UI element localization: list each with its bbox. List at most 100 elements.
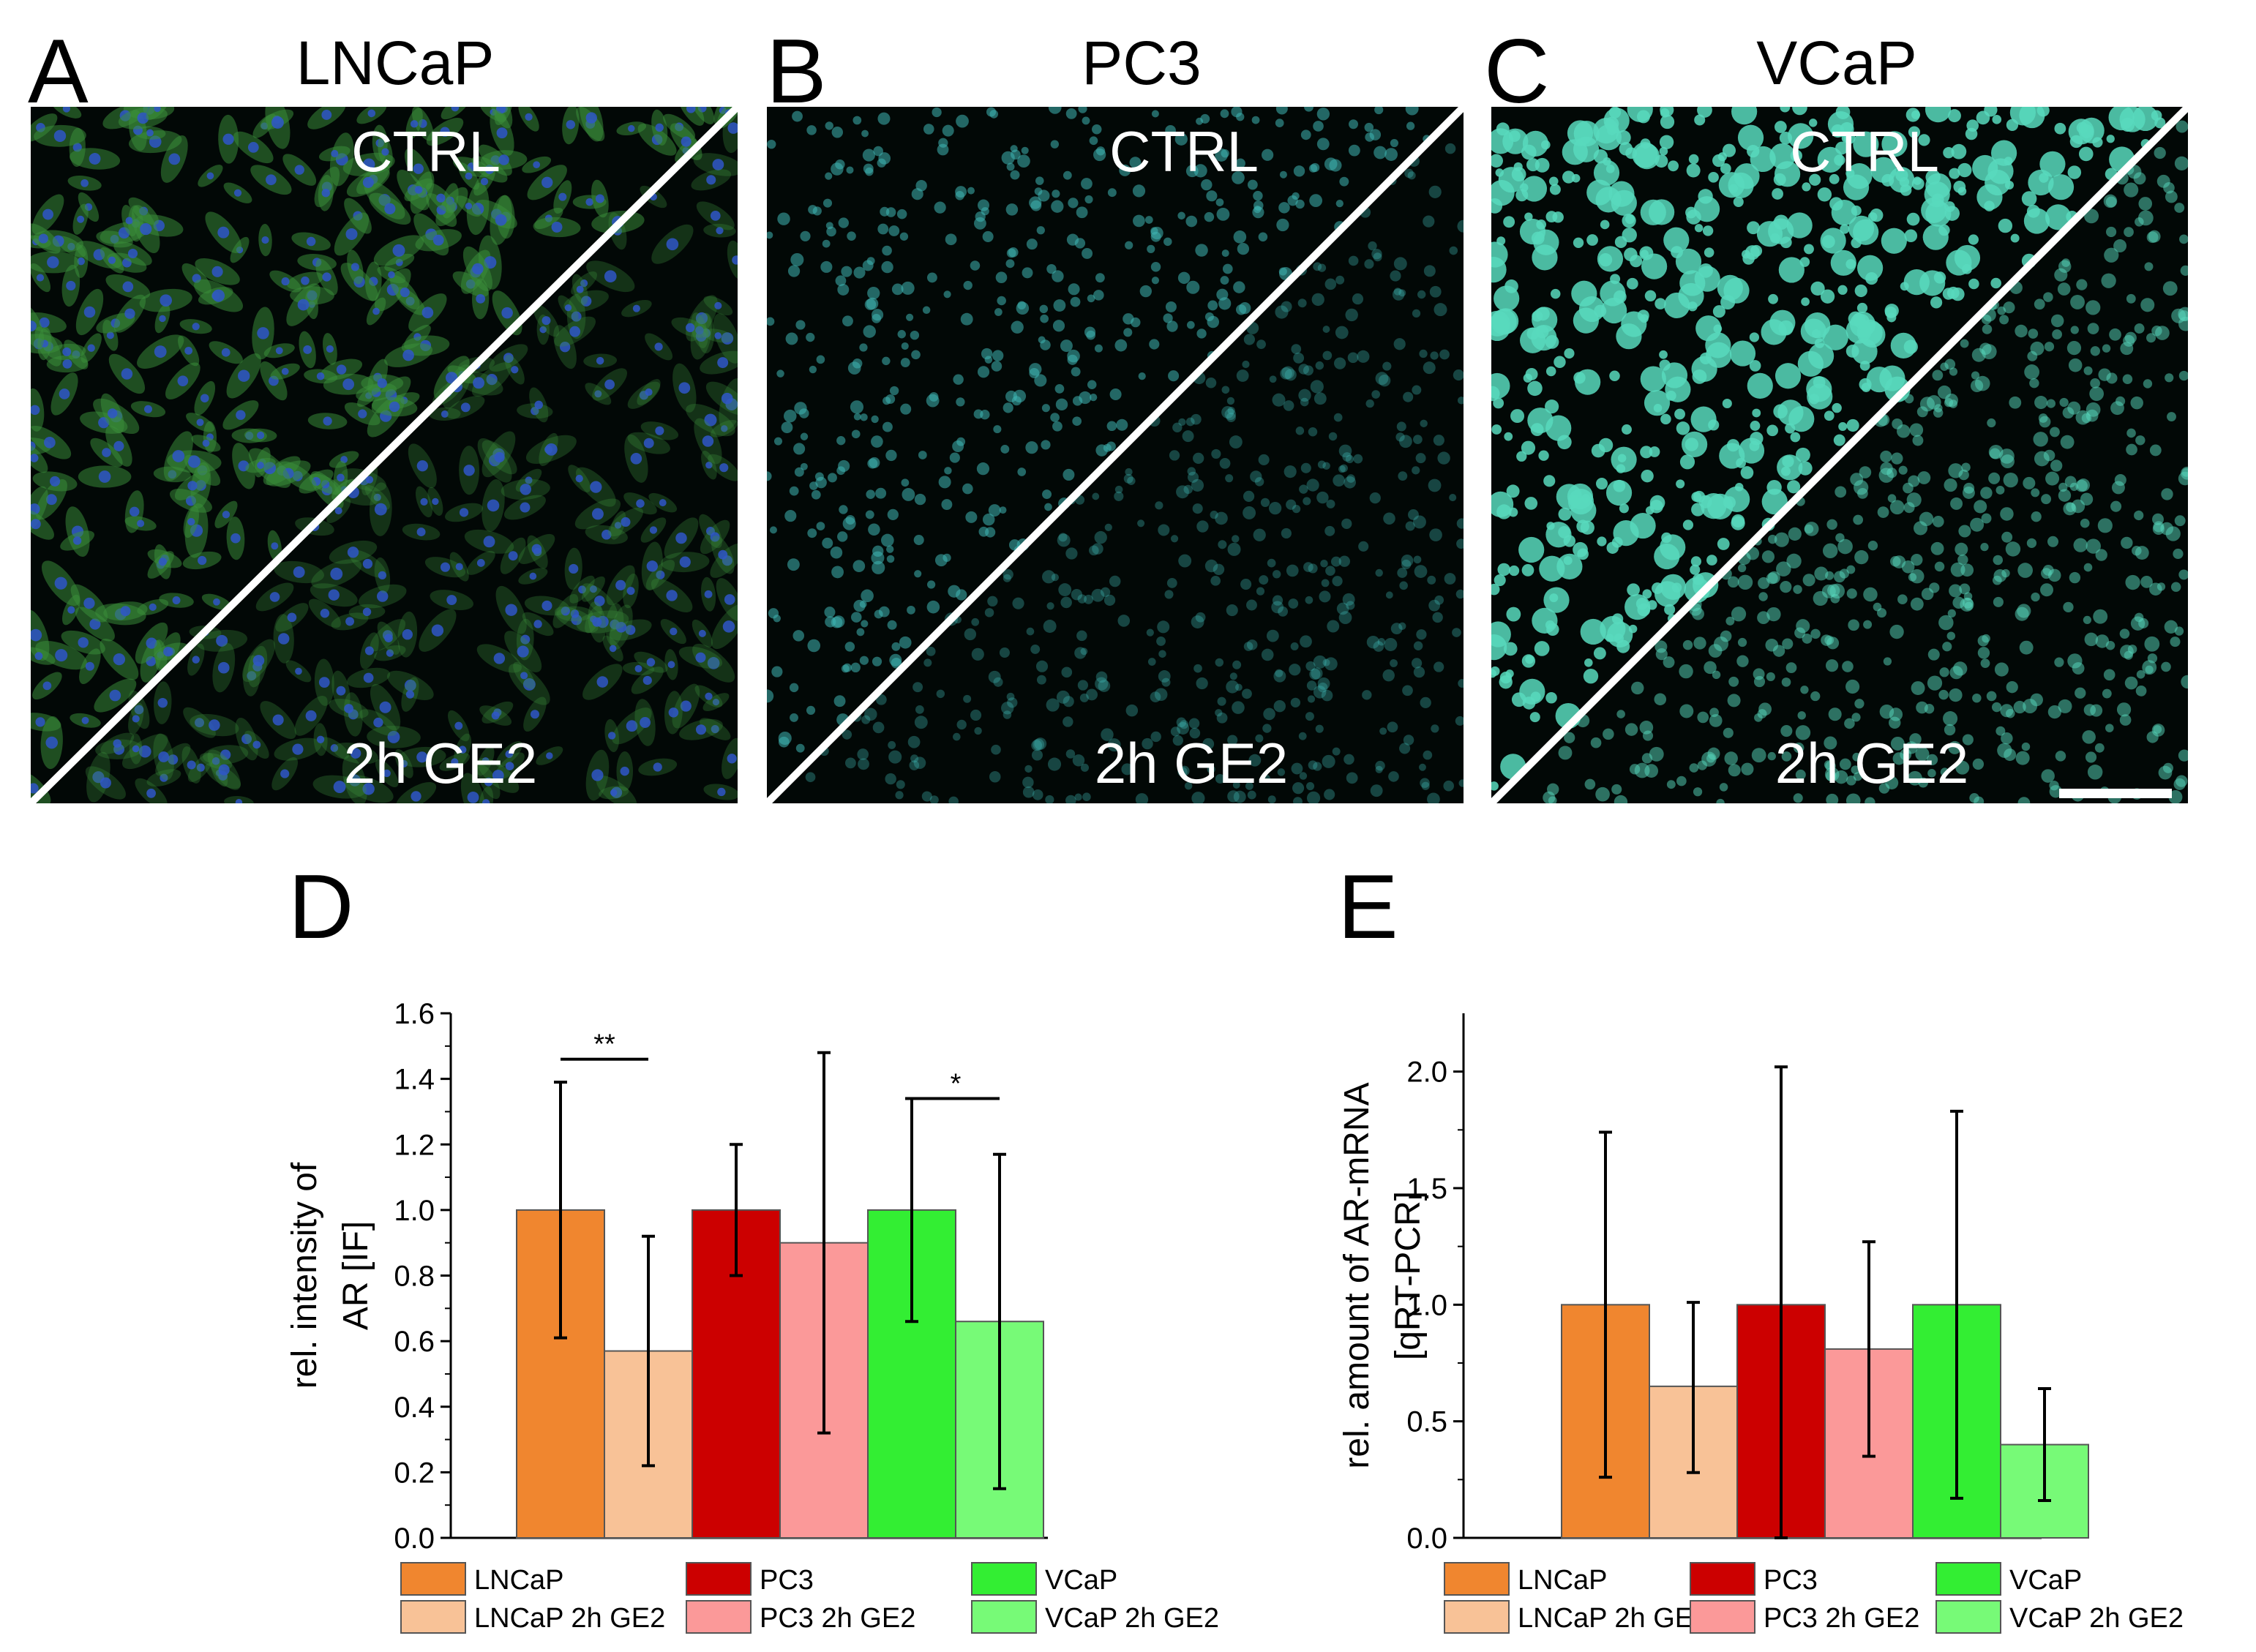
cell bbox=[1300, 129, 1311, 140]
cell bbox=[1944, 201, 1955, 212]
cell bbox=[2086, 402, 2101, 417]
cell bbox=[1586, 179, 1613, 206]
nucleus bbox=[714, 332, 722, 339]
cell bbox=[1289, 664, 1301, 676]
nucleus bbox=[460, 402, 471, 413]
cell bbox=[1165, 125, 1176, 136]
cell bbox=[2149, 444, 2162, 457]
nucleus bbox=[158, 557, 167, 566]
cell bbox=[910, 330, 920, 340]
cell bbox=[1802, 182, 1811, 192]
cell bbox=[1358, 541, 1369, 552]
cell bbox=[2168, 790, 2183, 803]
cell bbox=[776, 369, 784, 378]
cell bbox=[1929, 582, 1940, 593]
nucleus bbox=[531, 544, 542, 555]
cell bbox=[1780, 725, 1793, 737]
y-tick-label: 0.0 bbox=[394, 1523, 435, 1555]
cell bbox=[1663, 656, 1675, 669]
cell bbox=[1374, 146, 1387, 159]
cell bbox=[1838, 422, 1848, 431]
nucleus bbox=[503, 353, 514, 363]
cell bbox=[1017, 468, 1027, 476]
cell bbox=[1795, 769, 1806, 780]
cell bbox=[1076, 630, 1087, 642]
cell bbox=[1117, 615, 1131, 627]
cell bbox=[1382, 361, 1392, 371]
nucleus bbox=[137, 519, 145, 527]
cell bbox=[1332, 576, 1343, 587]
cell bbox=[1259, 575, 1269, 585]
cell bbox=[1039, 304, 1049, 314]
cell bbox=[1504, 432, 1513, 441]
cell bbox=[1295, 199, 1305, 209]
cell bbox=[1286, 564, 1299, 577]
cell bbox=[857, 748, 869, 760]
cell bbox=[1324, 157, 1338, 170]
nucleus bbox=[168, 754, 179, 765]
nucleus bbox=[421, 307, 434, 319]
cell bbox=[1788, 123, 1814, 149]
nucleus bbox=[609, 645, 617, 653]
nucleus bbox=[55, 649, 68, 662]
cell bbox=[1240, 579, 1252, 590]
nucleus bbox=[330, 567, 343, 580]
cell bbox=[2000, 507, 2014, 521]
cell bbox=[1453, 369, 1464, 381]
nucleus bbox=[62, 358, 72, 369]
cell bbox=[1624, 723, 1638, 736]
cell bbox=[1766, 424, 1778, 437]
cell bbox=[1716, 798, 1725, 803]
panel-letter-b: B bbox=[766, 21, 827, 122]
cell bbox=[2006, 681, 2018, 694]
cell bbox=[2161, 661, 2171, 672]
cell bbox=[1022, 786, 1035, 798]
cell bbox=[1798, 461, 1813, 476]
cell bbox=[1778, 257, 1805, 283]
cell bbox=[1179, 765, 1190, 776]
cell bbox=[1189, 727, 1201, 739]
panel-title-pc3: PC3 bbox=[1082, 29, 1202, 97]
cell bbox=[1736, 655, 1749, 667]
cell bbox=[1338, 555, 1350, 567]
cell bbox=[1327, 620, 1340, 633]
cell bbox=[1399, 435, 1412, 448]
nucleus bbox=[331, 149, 339, 157]
cell bbox=[1336, 602, 1349, 615]
cell bbox=[1232, 171, 1245, 184]
nucleus bbox=[320, 608, 330, 618]
nucleus bbox=[596, 356, 604, 365]
cell bbox=[1900, 748, 1912, 761]
cell bbox=[1046, 698, 1060, 712]
cell bbox=[1056, 690, 1070, 704]
cell bbox=[1814, 566, 1829, 581]
cell bbox=[1295, 427, 1305, 435]
cell bbox=[1220, 109, 1229, 119]
cell bbox=[2044, 342, 2055, 352]
nucleus bbox=[472, 263, 484, 275]
nucleus bbox=[541, 600, 552, 611]
cell bbox=[1974, 375, 1990, 391]
cell bbox=[1839, 758, 1851, 770]
cell bbox=[839, 505, 848, 514]
nucleus bbox=[467, 791, 479, 803]
cell bbox=[1081, 178, 1093, 189]
cell bbox=[882, 397, 891, 405]
microscopy-canvas-vcap bbox=[1491, 107, 2188, 803]
cell bbox=[2009, 396, 2022, 409]
cell bbox=[1114, 485, 1123, 494]
cell bbox=[1946, 631, 1956, 640]
cell bbox=[2178, 749, 2188, 762]
cell bbox=[914, 570, 922, 578]
cell bbox=[800, 462, 808, 470]
cell bbox=[1987, 418, 1996, 428]
cell bbox=[1390, 659, 1398, 667]
cell bbox=[871, 435, 883, 448]
cell bbox=[1392, 288, 1405, 301]
cell bbox=[1397, 568, 1408, 578]
nucleus bbox=[712, 698, 720, 706]
nucleus bbox=[159, 315, 166, 323]
cell bbox=[882, 421, 893, 432]
nucleus bbox=[569, 563, 579, 574]
cell bbox=[1534, 641, 1550, 656]
